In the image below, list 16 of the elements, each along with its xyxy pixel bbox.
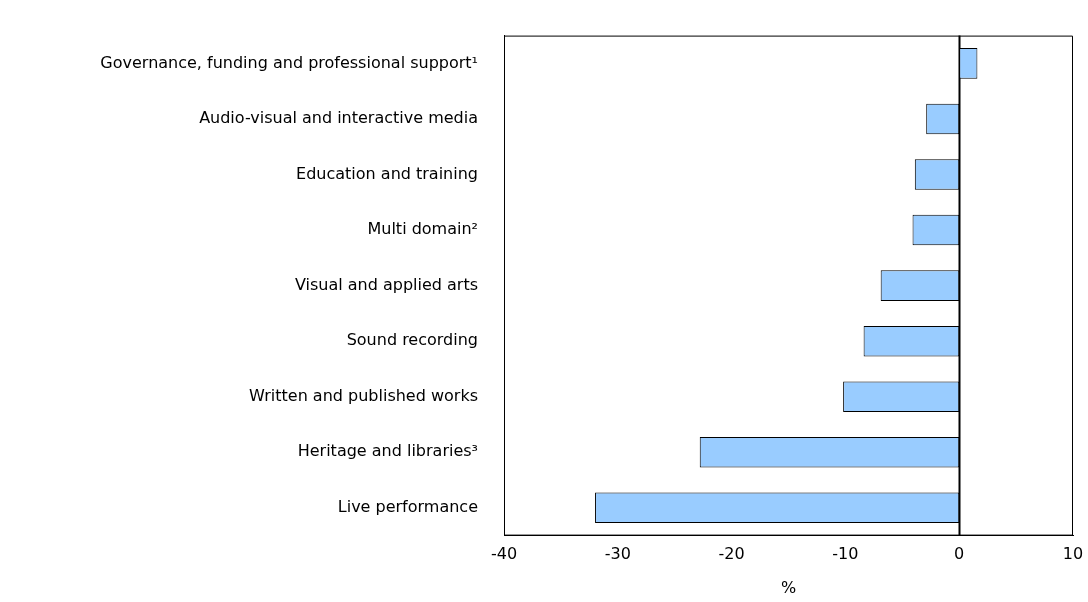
x-tick-label: -20 xyxy=(718,544,745,564)
y-tick-label: Governance, funding and professional support¹ xyxy=(100,52,478,72)
y-tick-label: Audio-visual and interactive media xyxy=(199,108,478,128)
x-tick-label: -40 xyxy=(490,544,518,564)
y-tick-label: Heritage and libraries³ xyxy=(297,441,478,461)
x-axis-title: % xyxy=(780,577,797,597)
y-tick-label: Live performance xyxy=(337,496,478,516)
x-tick-label: -30 xyxy=(604,544,631,564)
x-tick-label: -10 xyxy=(832,544,859,564)
y-tick-label: Sound recording xyxy=(346,330,478,350)
y-tick-label: Visual and applied arts xyxy=(294,274,478,294)
y-tick-label: Education and training xyxy=(296,163,478,183)
x-tick-label: 10 xyxy=(1062,544,1084,564)
x-tick-label: 0 xyxy=(954,544,965,564)
y-tick-label: Multi domain² xyxy=(367,219,478,239)
y-tick-label: Written and published works xyxy=(249,385,478,405)
